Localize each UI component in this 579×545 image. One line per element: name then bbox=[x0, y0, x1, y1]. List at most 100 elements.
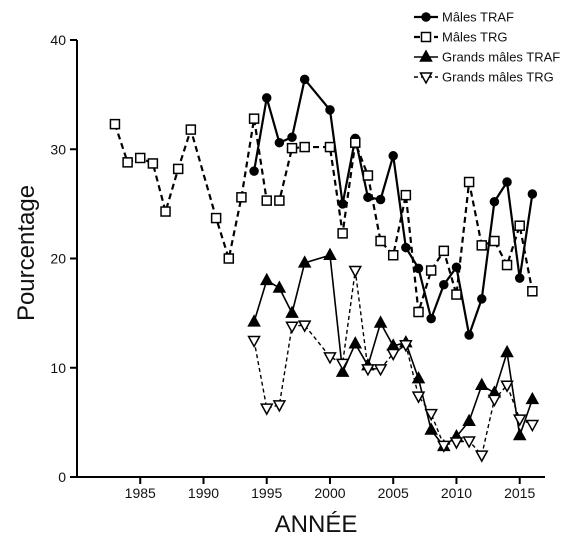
data-point bbox=[500, 344, 514, 358]
data-point bbox=[272, 280, 287, 293]
legend-label: Mâles TRG bbox=[442, 30, 508, 45]
data-point bbox=[323, 352, 337, 365]
legend-swatch-marker bbox=[419, 72, 433, 85]
data-point bbox=[426, 313, 436, 324]
data-point bbox=[501, 259, 513, 271]
data-point bbox=[512, 427, 527, 441]
legend-item: Mâles TRAF bbox=[414, 10, 514, 25]
data-point bbox=[474, 450, 489, 463]
data-point bbox=[449, 437, 464, 450]
data-point bbox=[413, 306, 424, 318]
data-point bbox=[476, 240, 488, 251]
data-point bbox=[236, 192, 247, 203]
data-point bbox=[297, 255, 312, 268]
series-layer bbox=[109, 74, 540, 463]
data-point bbox=[373, 364, 388, 377]
data-point bbox=[272, 400, 287, 413]
data-point bbox=[373, 315, 388, 328]
data-point bbox=[437, 440, 451, 453]
data-point bbox=[375, 235, 386, 247]
data-point bbox=[299, 141, 310, 153]
data-point bbox=[286, 142, 298, 154]
data-point bbox=[210, 212, 222, 224]
data-point bbox=[147, 158, 159, 169]
series-line bbox=[253, 254, 534, 448]
series-4 bbox=[247, 265, 540, 463]
data-point bbox=[425, 265, 437, 276]
x-tick-label: 1995 bbox=[251, 485, 282, 501]
data-point bbox=[248, 113, 260, 124]
data-point bbox=[514, 273, 525, 283]
data-point bbox=[323, 247, 337, 260]
data-point bbox=[287, 132, 297, 142]
data-point bbox=[160, 206, 171, 217]
y-tick-label: 0 bbox=[58, 469, 66, 485]
data-point bbox=[487, 394, 502, 407]
data-point bbox=[325, 105, 335, 115]
data-point bbox=[462, 413, 476, 427]
data-point bbox=[411, 391, 426, 404]
data-point bbox=[400, 189, 412, 201]
data-point bbox=[387, 249, 399, 261]
legend: Mâles TRAF Mâles TRG Grands mâles TRAF Gran… bbox=[414, 10, 560, 85]
y-axis-title: Pourcentage bbox=[13, 185, 40, 321]
data-point bbox=[274, 195, 285, 206]
data-point bbox=[350, 137, 361, 148]
data-point bbox=[514, 220, 525, 231]
data-point bbox=[525, 419, 540, 433]
data-point bbox=[500, 380, 514, 393]
data-point bbox=[451, 289, 462, 300]
data-point bbox=[261, 195, 272, 206]
data-point bbox=[527, 286, 538, 297]
data-point bbox=[348, 336, 363, 349]
series-line bbox=[252, 76, 534, 340]
data-point bbox=[401, 242, 411, 253]
data-point bbox=[109, 118, 121, 130]
data-point bbox=[259, 272, 274, 286]
data-point bbox=[424, 422, 438, 435]
series-line bbox=[113, 118, 534, 313]
series-1 bbox=[249, 74, 538, 340]
data-point bbox=[477, 294, 487, 304]
y-tick-label: 10 bbox=[50, 360, 66, 376]
data-point bbox=[247, 314, 261, 327]
data-point bbox=[362, 170, 374, 181]
data-point bbox=[464, 330, 474, 340]
legend-item: Grands mâles TRAF bbox=[414, 49, 560, 65]
data-point bbox=[185, 124, 197, 135]
y-tick-label: 40 bbox=[50, 32, 66, 48]
y-tick-label: 30 bbox=[50, 141, 66, 157]
x-axis-title: ANNÉE bbox=[275, 511, 358, 538]
data-point bbox=[411, 371, 426, 384]
data-point bbox=[413, 263, 424, 274]
data-point bbox=[489, 196, 500, 207]
x-tick-label: 2015 bbox=[504, 485, 535, 501]
legend-swatch-marker bbox=[419, 49, 433, 62]
data-point bbox=[439, 279, 449, 290]
data-point bbox=[388, 151, 398, 161]
data-point bbox=[474, 377, 489, 390]
data-point bbox=[261, 93, 272, 103]
data-point bbox=[438, 245, 450, 257]
data-point bbox=[335, 364, 350, 377]
data-point bbox=[512, 414, 527, 427]
legend-swatch-marker bbox=[421, 12, 431, 22]
data-point bbox=[172, 163, 184, 175]
legend-swatch-marker bbox=[420, 31, 432, 43]
x-tick-label: 1990 bbox=[188, 485, 219, 501]
x-tick-label: 1985 bbox=[125, 485, 156, 501]
axes: 0 10 20 30 40 1985 1990 1995 2000 2005 2010 2015 bbox=[50, 32, 545, 501]
x-tick-label: 2010 bbox=[441, 485, 472, 501]
data-point bbox=[463, 176, 475, 188]
data-point bbox=[247, 335, 261, 348]
y-tick-label: 20 bbox=[50, 251, 66, 267]
data-point bbox=[335, 358, 350, 371]
data-point bbox=[527, 189, 538, 199]
data-point bbox=[462, 436, 476, 449]
x-tick-label: 2000 bbox=[314, 485, 345, 501]
data-point bbox=[399, 340, 413, 353]
data-point bbox=[386, 348, 400, 362]
data-point bbox=[337, 228, 348, 239]
data-point bbox=[274, 137, 285, 148]
